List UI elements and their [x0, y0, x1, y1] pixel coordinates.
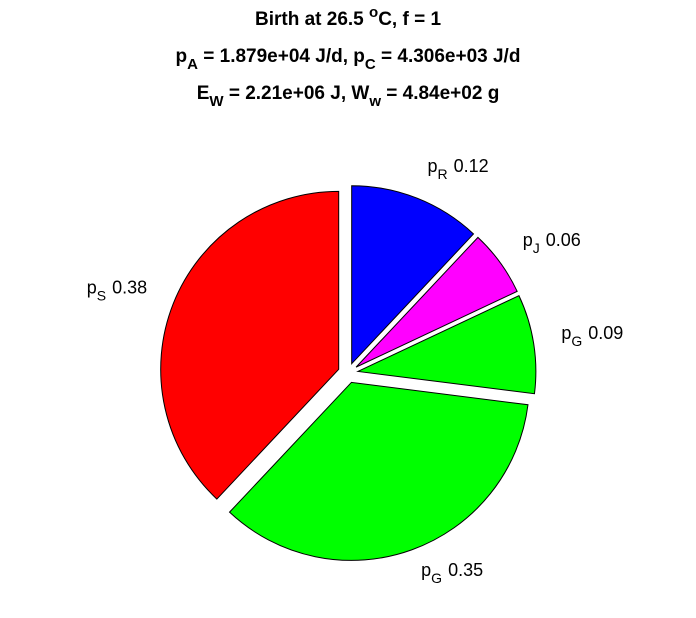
- chart-title: EW = 2.21e+06 J, Ww = 4.84e+02 g: [197, 83, 500, 110]
- title-segment: W: [209, 93, 224, 110]
- pie-slice: [160, 190, 340, 500]
- label-subscript: J: [533, 240, 540, 256]
- title-segment: C: [365, 56, 376, 73]
- label-symbol: p: [428, 156, 438, 176]
- title-segment: = 1.879e+04 J/d, p: [198, 46, 365, 67]
- label-subscript: G: [571, 333, 582, 349]
- label-value: 0.38: [112, 277, 147, 297]
- slice-label: pJ 0.06: [523, 230, 581, 256]
- title-segment: E: [197, 83, 210, 104]
- label-symbol: p: [87, 277, 97, 297]
- title-segment: o: [369, 4, 378, 21]
- label-value: 0.09: [588, 323, 623, 343]
- slice-label: pG 0.35: [421, 560, 483, 586]
- title-segment: C, f = 1: [378, 9, 441, 30]
- pie-slice: [355, 236, 518, 368]
- pie-slice: [356, 294, 537, 395]
- title-segment: Birth at 26.5: [255, 9, 369, 30]
- pie-slice: [228, 381, 529, 561]
- slice-label: pG 0.09: [561, 323, 623, 349]
- label-symbol: p: [561, 323, 571, 343]
- label-value: 0.35: [448, 560, 483, 580]
- label-subscript: G: [431, 570, 442, 586]
- title-segment: = 4.306e+03 J/d: [376, 46, 521, 67]
- chart-title: Birth at 26.5 oC, f = 1: [255, 4, 441, 30]
- chart-title: pA = 1.879e+04 J/d, pC = 4.306e+03 J/d: [176, 46, 521, 73]
- label-symbol: p: [523, 230, 533, 250]
- slice-label: pS 0.38: [87, 277, 147, 303]
- label-symbol: p: [421, 560, 431, 580]
- title-segment: = 4.84e+02 g: [381, 83, 499, 104]
- pie-slice: [351, 185, 475, 365]
- label-subscript: R: [438, 166, 448, 182]
- label-subscript: S: [97, 287, 106, 303]
- title-segment: p: [176, 46, 188, 67]
- title-segment: = 2.21e+06 J, W: [224, 83, 370, 104]
- slice-label: pR 0.12: [428, 156, 489, 182]
- label-value: 0.12: [454, 156, 489, 176]
- title-segment: A: [187, 56, 198, 73]
- title-segment: w: [368, 93, 381, 110]
- label-value: 0.06: [546, 230, 581, 250]
